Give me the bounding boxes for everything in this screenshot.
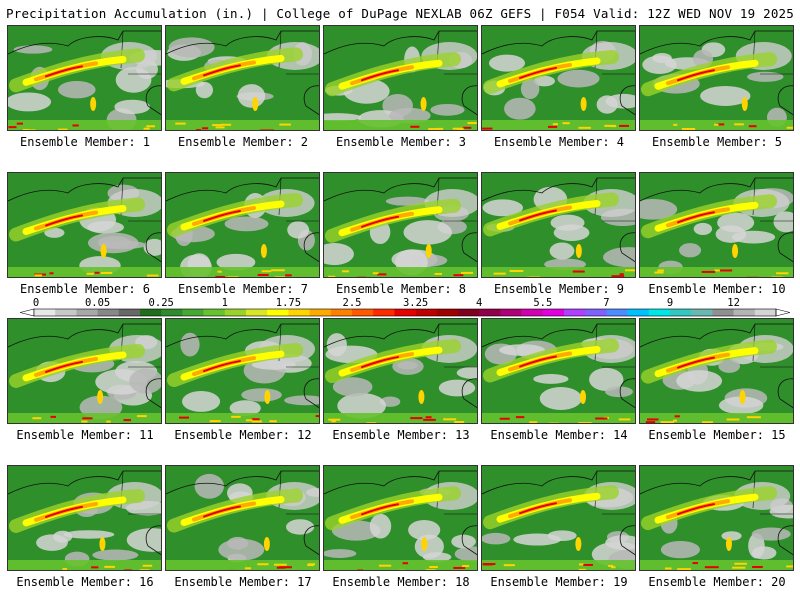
colorbar-swatch — [97, 309, 120, 316]
colorbar-tick-label: 9 — [667, 298, 673, 309]
colorbar-swatch — [118, 309, 141, 316]
ensemble-member-label: Ensemble Member: 20 — [648, 575, 786, 589]
colorbar-swatch — [330, 309, 353, 316]
colorbar-swatch — [76, 309, 98, 316]
ensemble-member-map — [7, 25, 162, 131]
ensemble-member-label: Ensemble Member: 2 — [177, 135, 309, 149]
run-valid-time: 06Z GEFS | F054 Valid: 12Z WED NOV 19 20… — [469, 6, 794, 21]
colorbar-swatch — [34, 309, 56, 316]
colorbar-tick-label: 1.75 — [276, 298, 301, 309]
ensemble-member-label: Ensemble Member: 19 — [490, 575, 628, 589]
colorbar-swatch — [712, 309, 734, 316]
ensemble-member-label: Ensemble Member: 7 — [177, 282, 309, 296]
ensemble-member-map — [165, 465, 320, 571]
ensemble-member-label: Ensemble Member: 16 — [16, 575, 154, 589]
ensemble-member-label: Ensemble Member: 12 — [174, 428, 312, 442]
colorbar-tick-label: 5.5 — [533, 298, 552, 309]
colorbar-swatch — [564, 309, 586, 316]
ensemble-member-map — [165, 172, 320, 278]
colorbar-tick-label: 0 — [33, 298, 39, 309]
colorbar-swatch — [585, 309, 607, 316]
colorbar-swatch — [542, 309, 565, 316]
colorbar-swatch — [267, 309, 289, 316]
ensemble-member-map — [7, 172, 162, 278]
colorbar-swatch — [733, 309, 756, 316]
colorbar-swatch — [309, 309, 332, 316]
colorbar-swatch — [373, 309, 395, 316]
ensemble-member-map — [165, 318, 320, 424]
ensemble-member-label: Ensemble Member: 13 — [332, 428, 470, 442]
colorbar-tick-label: 4 — [476, 298, 482, 309]
ensemble-member-map — [165, 25, 320, 131]
colorbar-swatch — [670, 309, 692, 316]
ensemble-member-label: Ensemble Member: 17 — [174, 575, 312, 589]
colorbar-swatch — [436, 309, 459, 316]
ensemble-member-map — [639, 318, 794, 424]
colorbar-tick-label: 7 — [603, 298, 609, 309]
ensemble-member-label: Ensemble Member: 4 — [493, 135, 625, 149]
colorbar-swatch — [500, 309, 522, 316]
colorbar-swatch — [246, 309, 268, 316]
colorbar-tick-label: 1 — [222, 298, 228, 309]
ensemble-member-map — [481, 318, 636, 424]
ensemble-member-label: Ensemble Member: 11 — [16, 428, 154, 442]
ensemble-member-label: Ensemble Member: 10 — [648, 282, 786, 296]
colorbar-max-arrow — [775, 308, 790, 317]
colorbar-swatch — [648, 309, 671, 316]
ensemble-member-map — [481, 465, 636, 571]
map-title: Precipitation Accumulation (in.) | Colle… — [6, 6, 462, 21]
colorbar-tick-label: 0.25 — [149, 298, 174, 309]
colorbar-swatch — [182, 309, 204, 316]
ensemble-member-label: Ensemble Member: 15 — [648, 428, 786, 442]
ensemble-member-map — [639, 465, 794, 571]
colorbar-swatch — [394, 309, 416, 316]
ensemble-member-map — [639, 25, 794, 131]
colorbar-swatch — [288, 309, 310, 316]
colorbar-legend: 0 0.05 0.25 1 1.75 2.5 3.25 4 5.5 7 9 12 — [20, 298, 790, 317]
colorbar-outline — [33, 308, 777, 317]
colorbar-swatch — [352, 309, 374, 316]
ensemble-member-label: Ensemble Member: 8 — [335, 282, 467, 296]
ensemble-member-map — [323, 25, 478, 131]
ensemble-member-map — [323, 465, 478, 571]
colorbar-swatch — [161, 309, 183, 316]
colorbar-swatch — [691, 309, 713, 316]
colorbar-swatch — [754, 309, 777, 316]
ensemble-member-label: Ensemble Member: 6 — [19, 282, 151, 296]
ensemble-member-label: Ensemble Member: 1 — [19, 135, 151, 149]
ensemble-member-map — [7, 318, 162, 424]
ensemble-member-map — [481, 25, 636, 131]
ensemble-member-map — [323, 318, 478, 424]
colorbar-swatch — [458, 309, 480, 316]
ensemble-member-label: Ensemble Member: 5 — [651, 135, 783, 149]
colorbar-swatch — [415, 309, 438, 316]
colorbar-swatch — [606, 309, 628, 316]
ensemble-member-map — [639, 172, 794, 278]
colorbar-tick-label: 12 — [727, 298, 740, 309]
colorbar-swatch — [521, 309, 544, 316]
colorbar-tick-label: 3.25 — [403, 298, 428, 309]
ensemble-member-label: Ensemble Member: 3 — [335, 135, 467, 149]
colorbar-tick-label: 0.05 — [85, 298, 110, 309]
colorbar-swatch — [55, 309, 77, 316]
ensemble-member-map — [323, 172, 478, 278]
colorbar-tick-label: 2.5 — [343, 298, 362, 309]
ensemble-member-map — [481, 172, 636, 278]
ensemble-member-label: Ensemble Member: 18 — [332, 575, 470, 589]
colorbar-min-arrow — [20, 308, 35, 317]
ensemble-member-map — [7, 465, 162, 571]
ensemble-member-label: Ensemble Member: 9 — [493, 282, 625, 296]
colorbar-swatch — [479, 309, 501, 316]
colorbar-swatch — [627, 309, 650, 316]
colorbar-swatch — [140, 309, 162, 316]
colorbar-swatch — [224, 309, 247, 316]
colorbar-swatch — [203, 309, 226, 316]
ensemble-member-label: Ensemble Member: 14 — [490, 428, 628, 442]
